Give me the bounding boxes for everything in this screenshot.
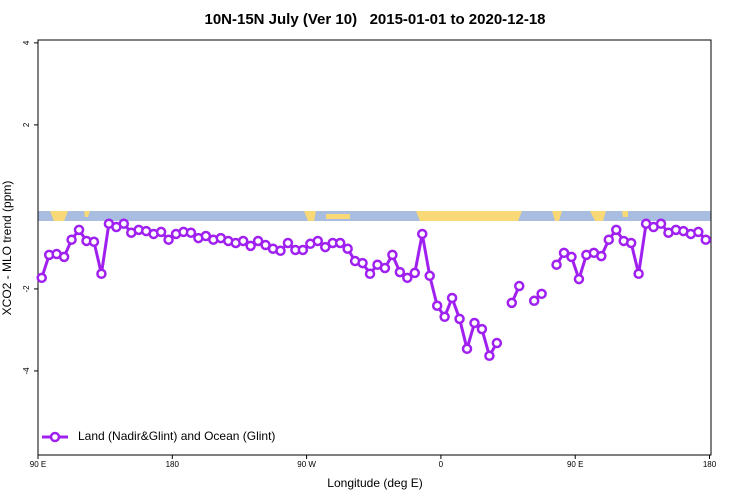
point: [163, 234, 174, 245]
point: [58, 251, 70, 263]
point: [118, 218, 130, 229]
legend-label: Land (Nadir&Glint) and Ocean (Glint): [78, 429, 275, 443]
point: [469, 317, 480, 329]
point: [282, 237, 294, 249]
point: [596, 250, 607, 262]
point: [491, 337, 503, 349]
point: [528, 295, 540, 307]
point: [551, 259, 562, 270]
point: [513, 280, 525, 292]
point: [439, 311, 450, 323]
point: [66, 234, 77, 245]
point: [88, 236, 100, 248]
point: [275, 245, 286, 257]
point: [633, 268, 644, 279]
x-tick-label: 90 E: [567, 460, 583, 469]
point: [536, 288, 547, 300]
point: [252, 235, 264, 247]
map-strip: [38, 211, 711, 221]
point: [476, 323, 488, 335]
point: [700, 234, 712, 245]
plot-frame: [37, 39, 712, 456]
point: [36, 272, 47, 284]
point: [334, 237, 346, 249]
point: [417, 228, 428, 240]
point: [610, 224, 622, 236]
point: [312, 235, 324, 247]
point: [446, 292, 458, 304]
point: [558, 247, 570, 259]
point: [566, 251, 577, 263]
point: [96, 268, 107, 279]
point: [431, 300, 443, 311]
y-tick-label: 4: [22, 40, 31, 45]
point: [461, 343, 473, 355]
point: [155, 226, 167, 238]
point: [625, 237, 637, 249]
y-tick-label: -2: [22, 285, 31, 293]
point: [342, 243, 353, 254]
point: [379, 262, 391, 274]
x-axis-label: Longitude (deg E): [327, 476, 422, 490]
point: [693, 226, 704, 238]
x-tick-label: 180: [166, 460, 180, 469]
x-tick-label: 90 E: [30, 460, 46, 469]
point: [73, 224, 85, 236]
legend-marker: [49, 431, 61, 443]
y-axis-label: XCO2 - MLO trend (ppm): [0, 181, 14, 316]
point: [506, 297, 518, 309]
point: [454, 313, 465, 325]
x-tick-label: 0: [439, 460, 444, 469]
chart-title: 10N-15N July (Ver 10) 2015-01-01 to 2020…: [204, 11, 545, 28]
point: [402, 272, 413, 284]
point: [603, 234, 615, 245]
point: [320, 241, 331, 253]
point: [297, 244, 309, 256]
point: [245, 240, 256, 252]
y-tick-label: 2: [22, 122, 31, 127]
point: [424, 270, 435, 282]
x-tick-label: 90 W: [297, 460, 316, 469]
point: [409, 267, 421, 279]
point: [237, 235, 249, 247]
point: [185, 227, 197, 238]
x-tick-label: 180: [703, 460, 717, 469]
point: [655, 218, 667, 229]
point: [357, 257, 368, 269]
point: [364, 268, 376, 279]
y-tick-label: -4: [22, 367, 31, 375]
point: [387, 249, 398, 261]
point: [573, 273, 585, 285]
point: [394, 266, 406, 278]
point: [484, 350, 495, 362]
